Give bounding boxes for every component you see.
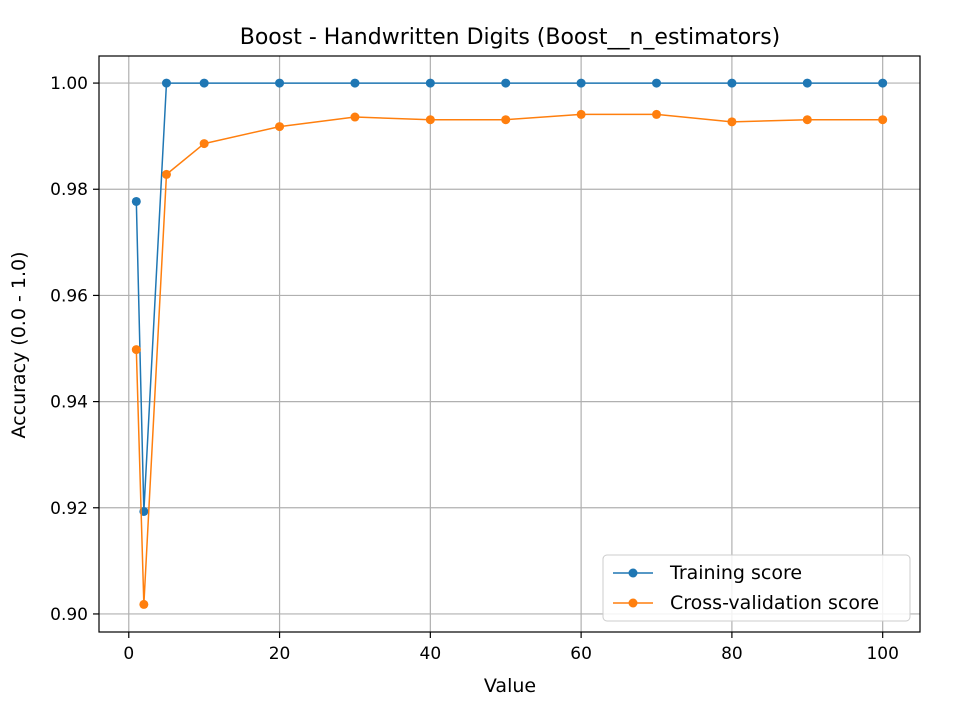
grid-lines: [99, 56, 920, 632]
data-point-cross-validation-score: [161, 169, 171, 179]
legend-marker-cross-validation: [628, 598, 638, 608]
data-point-cross-validation-score: [802, 115, 812, 125]
data-point-cross-validation-score: [652, 109, 662, 119]
plot-frame: [98, 55, 921, 633]
y-tick-label: 0.90: [50, 605, 88, 625]
data-point-cross-validation-score: [425, 115, 435, 125]
data-point-training-score: [802, 78, 812, 88]
y-tick-label: 1.00: [50, 74, 88, 94]
data-point-training-score: [652, 78, 662, 88]
data-point-training-score: [501, 78, 511, 88]
plot-series: [131, 78, 888, 609]
x-tick-label: 40: [420, 644, 442, 664]
x-tick-label: 60: [570, 644, 592, 664]
y-tick-label: 0.96: [50, 286, 88, 306]
data-point-cross-validation-score: [275, 122, 285, 132]
data-point-cross-validation-score: [199, 139, 209, 149]
x-axis-label: Value: [484, 675, 536, 697]
data-point-training-score: [161, 78, 171, 88]
legend-box: [602, 554, 911, 622]
legend-marker-training: [628, 568, 638, 578]
x-tick-label: 0: [123, 644, 134, 664]
data-point-training-score: [199, 78, 209, 88]
y-tick-label: 0.94: [50, 393, 88, 413]
chart-title: Boost - Handwritten Digits (Boost__n_est…: [240, 25, 781, 50]
data-point-cross-validation-score: [878, 115, 888, 125]
data-point-cross-validation-score: [576, 109, 586, 119]
data-point-training-score: [576, 78, 586, 88]
data-point-cross-validation-score: [350, 112, 360, 122]
data-point-cross-validation-score: [131, 345, 141, 355]
data-point-training-score: [350, 78, 360, 88]
legend-label-cross-validation: Cross-validation score: [670, 592, 879, 614]
data-point-training-score: [425, 78, 435, 88]
y-tick-label: 0.92: [50, 499, 88, 519]
data-point-training-score: [131, 196, 141, 206]
data-point-cross-validation-score: [501, 115, 511, 125]
y-tick-label: 0.98: [50, 180, 88, 200]
x-tick-label: 80: [721, 644, 743, 664]
data-point-cross-validation-score: [139, 599, 149, 609]
x-tick-label: 20: [269, 644, 291, 664]
legend-label-training: Training score: [669, 562, 802, 584]
data-point-cross-validation-score: [727, 117, 737, 127]
axis-ticks: 0 20 40 60 80 100 0.90 0.92 0.94 0.96 0.98 1.00: [50, 74, 899, 664]
data-point-training-score: [878, 78, 888, 88]
data-point-training-score: [275, 78, 285, 88]
legend: Training score Cross-validation score: [602, 554, 911, 622]
data-point-training-score: [727, 78, 737, 88]
y-axis-label: Accuracy (0.0 - 1.0): [8, 252, 30, 439]
x-tick-label: 100: [866, 644, 898, 664]
